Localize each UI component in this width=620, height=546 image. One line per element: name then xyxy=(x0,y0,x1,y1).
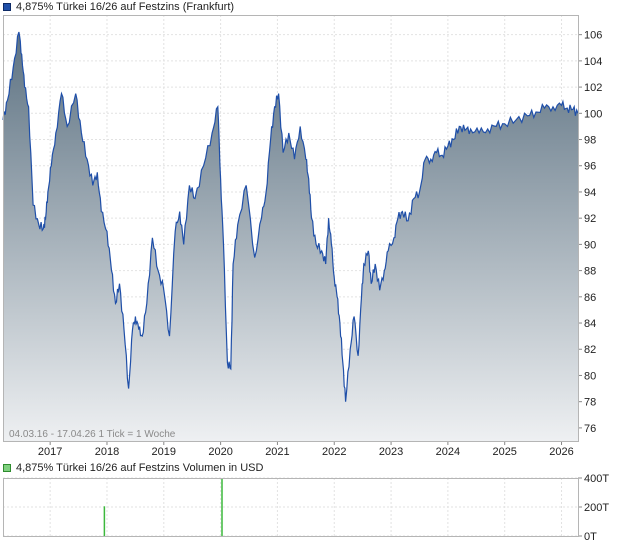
y-tick-label-90: 90 xyxy=(584,239,596,251)
chart-frames xyxy=(3,15,579,537)
price-chart-legend: 4,875% Türkei 16/26 auf Festzins (Frankf… xyxy=(3,0,234,14)
volume-plot-frame xyxy=(3,478,579,537)
y-tick-label-84: 84 xyxy=(584,318,596,330)
y-tick-label-76: 76 xyxy=(584,423,596,435)
x-tick-label-2017: 2017 xyxy=(38,446,62,458)
y-tick-label-82: 82 xyxy=(584,344,596,356)
volume-y-axis-labels: 400T 200T 0T xyxy=(584,473,609,543)
x-tick-label-2023: 2023 xyxy=(379,446,403,458)
volume-series-swatch xyxy=(3,464,11,472)
x-tick-label-2025: 2025 xyxy=(492,446,516,458)
y-tick-label-96: 96 xyxy=(584,161,596,173)
price-chart-title: 4,875% Türkei 16/26 auf Festzins (Frankf… xyxy=(16,1,235,13)
volume-y-tick-label-0T: 0T xyxy=(584,531,597,543)
x-tick-label-2021: 2021 xyxy=(265,446,289,458)
price-y-axis-labels: 106 104 102 100 98 96 94 92 90 88 86 84 82 80 78 76 xyxy=(584,30,602,435)
volume-grid xyxy=(3,477,582,537)
volume-bar-0 xyxy=(103,506,106,536)
y-tick-label-78: 78 xyxy=(584,397,596,409)
x-tick-label-2026: 2026 xyxy=(549,446,573,458)
x-tick-label-2024: 2024 xyxy=(436,446,460,458)
y-tick-label-106: 106 xyxy=(584,30,602,42)
y-tick-label-100: 100 xyxy=(584,108,602,120)
x-tick-label-2020: 2020 xyxy=(208,446,232,458)
volume-y-tick-label-200T: 200T xyxy=(584,502,609,514)
y-tick-label-88: 88 xyxy=(584,266,596,278)
x-tick-label-2018: 2018 xyxy=(95,446,119,458)
y-tick-label-98: 98 xyxy=(584,135,596,147)
x-tick-label-2022: 2022 xyxy=(322,446,346,458)
volume-bar-1 xyxy=(221,478,223,536)
x-axis-labels: 2017 2018 2019 2020 2021 2022 2023 2024 2025 2026 xyxy=(38,446,574,458)
y-tick-label-80: 80 xyxy=(584,370,596,382)
y-tick-label-94: 94 xyxy=(584,187,596,199)
chart-info-text: 04.03.16 - 17.04.26 1 Tick = 1 Woche xyxy=(9,429,176,440)
y-tick-label-92: 92 xyxy=(584,213,596,225)
volume-chart-legend: 4,875% Türkei 16/26 auf Festzins Volumen… xyxy=(3,461,263,475)
y-tick-label-104: 104 xyxy=(584,56,602,68)
x-tick-label-2019: 2019 xyxy=(152,446,176,458)
y-tick-label-102: 102 xyxy=(584,82,602,94)
y-tick-label-86: 86 xyxy=(584,292,596,304)
volume-bars xyxy=(103,478,223,536)
volume-y-tick-label-400T: 400T xyxy=(584,473,609,485)
price-series-swatch xyxy=(3,3,11,11)
price-series-line xyxy=(2,31,579,402)
price-area-fill xyxy=(3,32,578,441)
price-plot-frame xyxy=(3,15,579,442)
volume-chart-title: 4,875% Türkei 16/26 auf Festzins Volumen… xyxy=(16,462,264,474)
